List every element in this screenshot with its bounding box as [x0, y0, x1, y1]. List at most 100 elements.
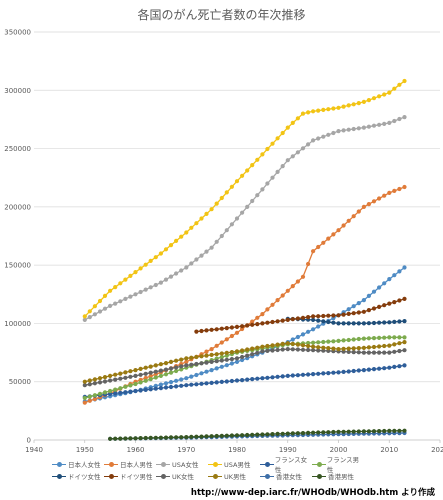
- data-point: [371, 344, 377, 350]
- data-point: [377, 94, 382, 99]
- data-point: [382, 428, 387, 434]
- data-point: [275, 347, 280, 353]
- data-point: [341, 338, 346, 343]
- data-point: [179, 357, 184, 362]
- data-point: [295, 316, 300, 321]
- source-note: http://www-dep.iarc.fr/WHOdb/WHOdb.htm よ…: [190, 488, 435, 498]
- data-point: [214, 433, 219, 439]
- data-point: [214, 352, 219, 357]
- data-point: [219, 351, 224, 356]
- data-point: [123, 370, 128, 375]
- legend-swatch: [312, 460, 326, 468]
- data-point: [102, 390, 108, 395]
- data-point: [377, 335, 382, 340]
- data-point: [326, 371, 331, 376]
- legend-swatch: [104, 460, 118, 468]
- data-point: [189, 362, 194, 367]
- data-point: [265, 307, 270, 312]
- data-point: [194, 434, 199, 439]
- data-point: [397, 364, 402, 369]
- data-point: [280, 293, 285, 298]
- data-point: [128, 436, 133, 441]
- data-point: [270, 348, 275, 353]
- data-point: [163, 435, 169, 440]
- data-point: [92, 396, 97, 402]
- data-point: [82, 400, 87, 405]
- data-point: [316, 318, 321, 323]
- data-point: [295, 342, 300, 347]
- data-point: [229, 333, 234, 339]
- y-tick-label: 0: [27, 437, 31, 445]
- legend-label: UK男性: [224, 473, 247, 481]
- data-point: [214, 380, 219, 385]
- series-7: [194, 296, 407, 334]
- data-point: [280, 130, 285, 136]
- data-point: [311, 327, 316, 332]
- data-point: [163, 381, 169, 386]
- data-point: [113, 372, 118, 377]
- data-point: [316, 244, 321, 250]
- data-point: [265, 181, 270, 186]
- data-point: [377, 366, 382, 371]
- data-point: [209, 245, 214, 250]
- data-point: [280, 164, 285, 169]
- data-point: [229, 350, 234, 355]
- data-point: [138, 436, 143, 441]
- legend-label: 香港女性: [276, 473, 302, 481]
- data-point: [255, 193, 260, 198]
- data-point: [300, 332, 306, 337]
- data-point: [366, 98, 371, 103]
- data-point: [275, 374, 280, 379]
- data-point: [199, 216, 204, 221]
- data-point: [366, 429, 371, 434]
- data-point: [234, 324, 240, 329]
- data-point: [174, 238, 179, 243]
- data-point: [275, 319, 280, 324]
- chart-title: 各国のがん死亡者数の年次推移: [137, 8, 306, 22]
- data-point: [199, 371, 204, 376]
- data-point: [356, 429, 361, 434]
- data-point: [184, 356, 189, 361]
- legend-label: USA女性: [172, 461, 199, 469]
- data-point: [397, 269, 402, 274]
- legend-item: 香港女性: [260, 470, 310, 482]
- data-point: [189, 261, 194, 266]
- data-point: [382, 366, 387, 371]
- data-point: [392, 319, 397, 324]
- data-point: [97, 309, 103, 314]
- data-point: [387, 335, 392, 340]
- data-point: [148, 364, 153, 369]
- data-point: [366, 345, 371, 350]
- data-point: [346, 429, 351, 434]
- data-point: [168, 243, 174, 248]
- data-point: [97, 391, 103, 396]
- data-point: [138, 380, 143, 385]
- data-point: [229, 378, 234, 384]
- data-point: [224, 326, 229, 331]
- data-point: [133, 368, 138, 373]
- x-tick-label: 1950: [76, 446, 94, 454]
- data-point: [306, 372, 311, 377]
- data-point: [168, 366, 174, 371]
- data-point: [219, 195, 224, 201]
- data-point: [377, 285, 382, 290]
- data-point: [336, 347, 341, 352]
- data-point: [240, 378, 245, 383]
- data-point: [326, 430, 331, 435]
- data-point: [321, 313, 326, 319]
- data-point: [341, 321, 346, 326]
- data-point: [133, 381, 138, 387]
- data-point: [148, 387, 153, 392]
- data-point: [346, 307, 351, 312]
- data-point: [133, 388, 138, 394]
- legend-label: USA男性: [224, 461, 251, 469]
- data-point: [204, 349, 209, 354]
- data-point: [250, 352, 255, 357]
- data-point: [351, 368, 356, 374]
- data-point: [377, 350, 382, 355]
- data-point: [346, 321, 351, 326]
- data-point: [204, 360, 209, 365]
- series-line: [84, 364, 405, 398]
- data-point: [295, 373, 300, 378]
- data-point: [128, 369, 133, 374]
